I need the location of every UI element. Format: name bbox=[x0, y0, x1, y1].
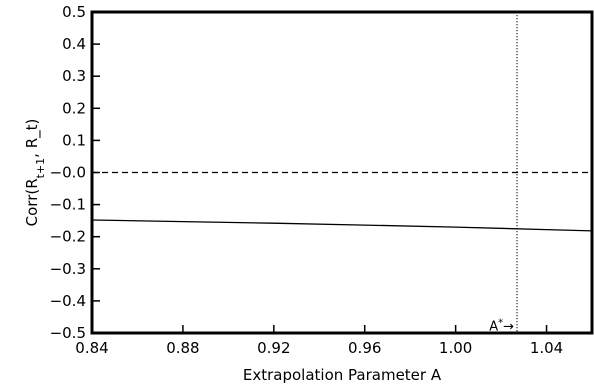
y-tick-label: 0.5 bbox=[62, 3, 86, 21]
y-axis-label-text: Corr(Rt+1, R_t) bbox=[23, 119, 47, 227]
y-tick-label: −0.0 bbox=[50, 164, 86, 182]
y-tick-label: 0.3 bbox=[62, 67, 86, 85]
y-tick-label: 0.4 bbox=[62, 35, 86, 53]
x-tick-label: 1.04 bbox=[530, 339, 563, 357]
x-tick-label: 0.88 bbox=[166, 339, 199, 357]
x-tick-label: 0.96 bbox=[348, 339, 381, 357]
y-tick-label: −0.1 bbox=[50, 196, 86, 214]
correlation-line bbox=[91, 219, 593, 232]
y-tick-label: 0.2 bbox=[62, 99, 86, 117]
y-tick-label: 0.1 bbox=[62, 131, 86, 149]
y-tick-label: −0.2 bbox=[50, 228, 86, 246]
y-tick-label: −0.5 bbox=[50, 324, 86, 342]
x-tick-label: 1.00 bbox=[439, 339, 472, 357]
x-tick-label: 0.92 bbox=[257, 339, 290, 357]
x-tick-label: 0.84 bbox=[75, 339, 108, 357]
annotation-layer: A*→ bbox=[489, 317, 514, 334]
y-tick-label: −0.4 bbox=[50, 292, 86, 310]
y-axis-label: Corr(Rt+1, R_t) bbox=[23, 119, 47, 227]
series-layer bbox=[91, 12, 593, 333]
x-axis-label: Extrapolation Parameter A bbox=[243, 366, 442, 384]
a-star-annotation: A*→ bbox=[489, 317, 514, 334]
y-tick-label: −0.3 bbox=[50, 260, 86, 278]
axis-labels: Extrapolation Parameter A Corr(Rt+1, R_t… bbox=[23, 119, 442, 384]
y-axis-ticks: −0.5 −0.4 −0.3 −0.2 −0.1 −0.0 0.1 0.2 0.3 0.4 0.5 bbox=[50, 3, 100, 342]
x-axis-ticks: 0.84 0.88 0.92 0.96 1.00 1.04 bbox=[75, 325, 563, 357]
